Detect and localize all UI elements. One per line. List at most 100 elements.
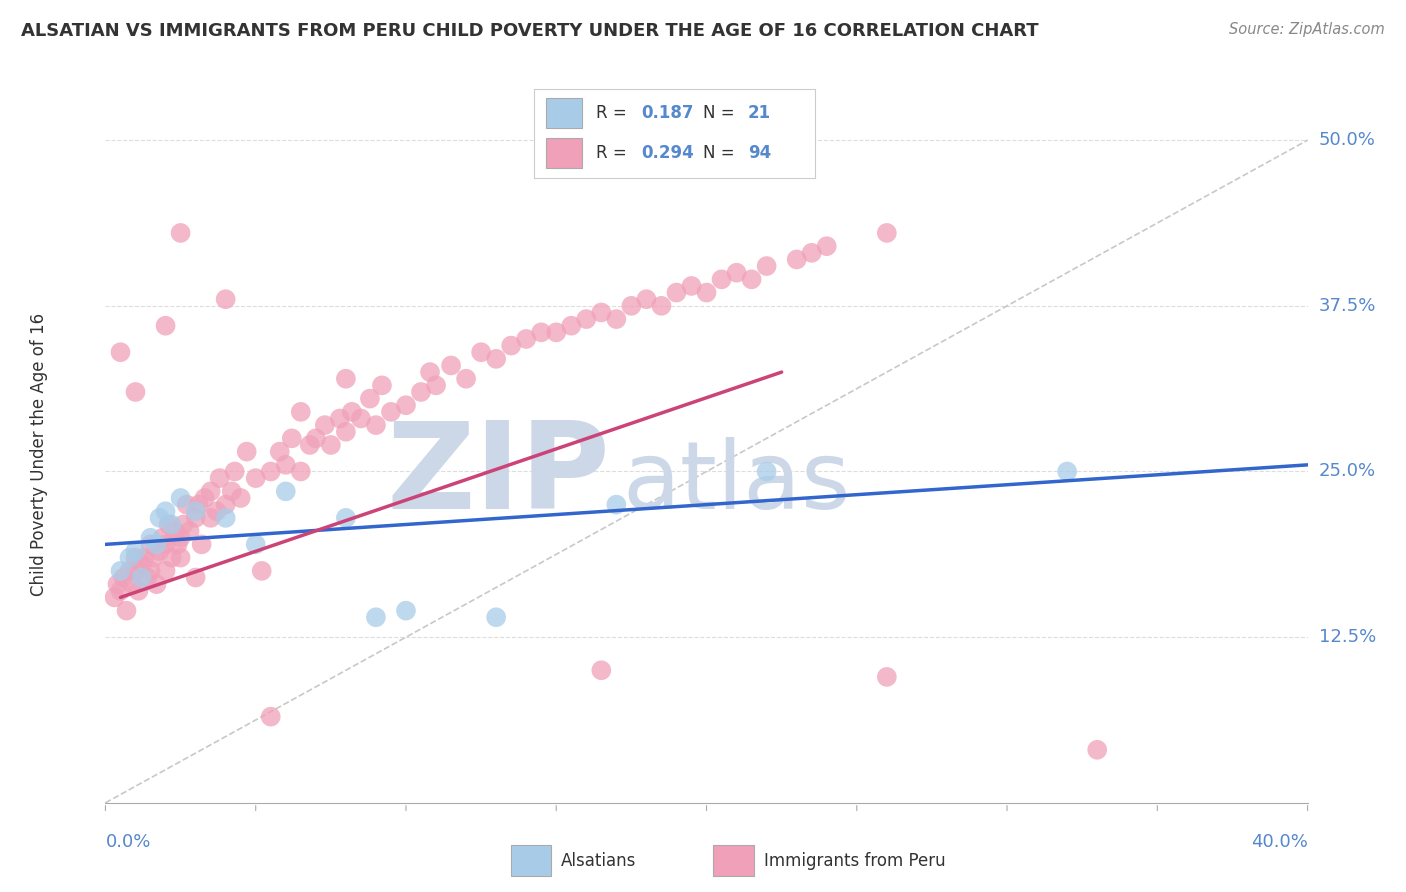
Point	[681, 279, 703, 293]
Point	[136, 570, 159, 584]
Point	[876, 226, 898, 240]
Text: 0.0%: 0.0%	[105, 833, 150, 851]
Point	[205, 504, 228, 518]
Bar	[713, 846, 754, 876]
Point	[591, 305, 613, 319]
Point	[591, 663, 613, 677]
Point	[145, 537, 167, 551]
Point	[620, 299, 643, 313]
Point	[269, 444, 291, 458]
Point	[139, 564, 162, 578]
Point	[148, 544, 170, 558]
Point	[755, 259, 778, 273]
Point	[187, 498, 209, 512]
Text: Source: ZipAtlas.com: Source: ZipAtlas.com	[1229, 22, 1385, 37]
Point	[290, 465, 312, 479]
Point	[169, 550, 191, 565]
Point	[229, 491, 252, 505]
Point	[485, 610, 508, 624]
Point	[124, 564, 146, 578]
Point	[454, 372, 477, 386]
Point	[364, 610, 387, 624]
Point	[134, 550, 156, 565]
Point	[103, 591, 125, 605]
Point	[155, 537, 177, 551]
Point	[741, 272, 763, 286]
Point	[245, 471, 267, 485]
Point	[329, 411, 352, 425]
Bar	[510, 846, 551, 876]
Point	[710, 272, 733, 286]
Text: N =: N =	[703, 145, 740, 162]
Text: R =: R =	[596, 145, 633, 162]
Point	[470, 345, 492, 359]
Point	[131, 570, 153, 584]
Text: Child Poverty Under the Age of 16: Child Poverty Under the Age of 16	[31, 313, 48, 597]
Point	[160, 550, 183, 565]
Point	[501, 338, 523, 352]
Text: 21: 21	[748, 104, 770, 122]
Point	[1056, 465, 1078, 479]
Bar	[546, 98, 582, 128]
Point	[107, 577, 129, 591]
Point	[340, 405, 363, 419]
Point	[364, 418, 387, 433]
Point	[155, 318, 177, 333]
Point	[281, 431, 304, 445]
Text: 40.0%: 40.0%	[1251, 833, 1308, 851]
Point	[605, 312, 627, 326]
Point	[560, 318, 582, 333]
Point	[142, 550, 165, 565]
Point	[115, 604, 138, 618]
Point	[173, 517, 195, 532]
Point	[485, 351, 508, 366]
Point	[305, 431, 328, 445]
Point	[335, 511, 357, 525]
Point	[124, 550, 146, 565]
Point	[359, 392, 381, 406]
Text: R =: R =	[596, 104, 633, 122]
Point	[371, 378, 394, 392]
Point	[725, 266, 748, 280]
Point	[194, 491, 217, 505]
Point	[110, 564, 132, 578]
Text: 37.5%: 37.5%	[1319, 297, 1376, 315]
Point	[235, 444, 257, 458]
Text: 25.0%: 25.0%	[1319, 462, 1376, 481]
Point	[696, 285, 718, 300]
Point	[139, 537, 162, 551]
Point	[221, 484, 243, 499]
Point	[419, 365, 441, 379]
Point	[314, 418, 336, 433]
Point	[131, 558, 153, 572]
Point	[152, 531, 174, 545]
Text: ZIP: ZIP	[387, 417, 610, 534]
Text: atlas: atlas	[623, 437, 851, 529]
Point	[515, 332, 537, 346]
Point	[250, 564, 273, 578]
Point	[110, 345, 132, 359]
Point	[169, 491, 191, 505]
Point	[163, 524, 186, 538]
Point	[184, 504, 207, 518]
Point	[335, 372, 357, 386]
Point	[876, 670, 898, 684]
Point	[530, 326, 553, 340]
Point	[395, 398, 418, 412]
Text: 50.0%: 50.0%	[1319, 131, 1375, 149]
Point	[214, 498, 236, 512]
Point	[214, 292, 236, 306]
Point	[208, 471, 231, 485]
Point	[260, 465, 283, 479]
Point	[190, 537, 212, 551]
Point	[155, 564, 177, 578]
Point	[274, 484, 297, 499]
Point	[124, 384, 146, 399]
Point	[245, 537, 267, 551]
Point	[575, 312, 598, 326]
Point	[139, 531, 162, 545]
Point	[200, 484, 222, 499]
Point	[160, 517, 183, 532]
Text: Immigrants from Peru: Immigrants from Peru	[763, 852, 945, 870]
Point	[636, 292, 658, 306]
